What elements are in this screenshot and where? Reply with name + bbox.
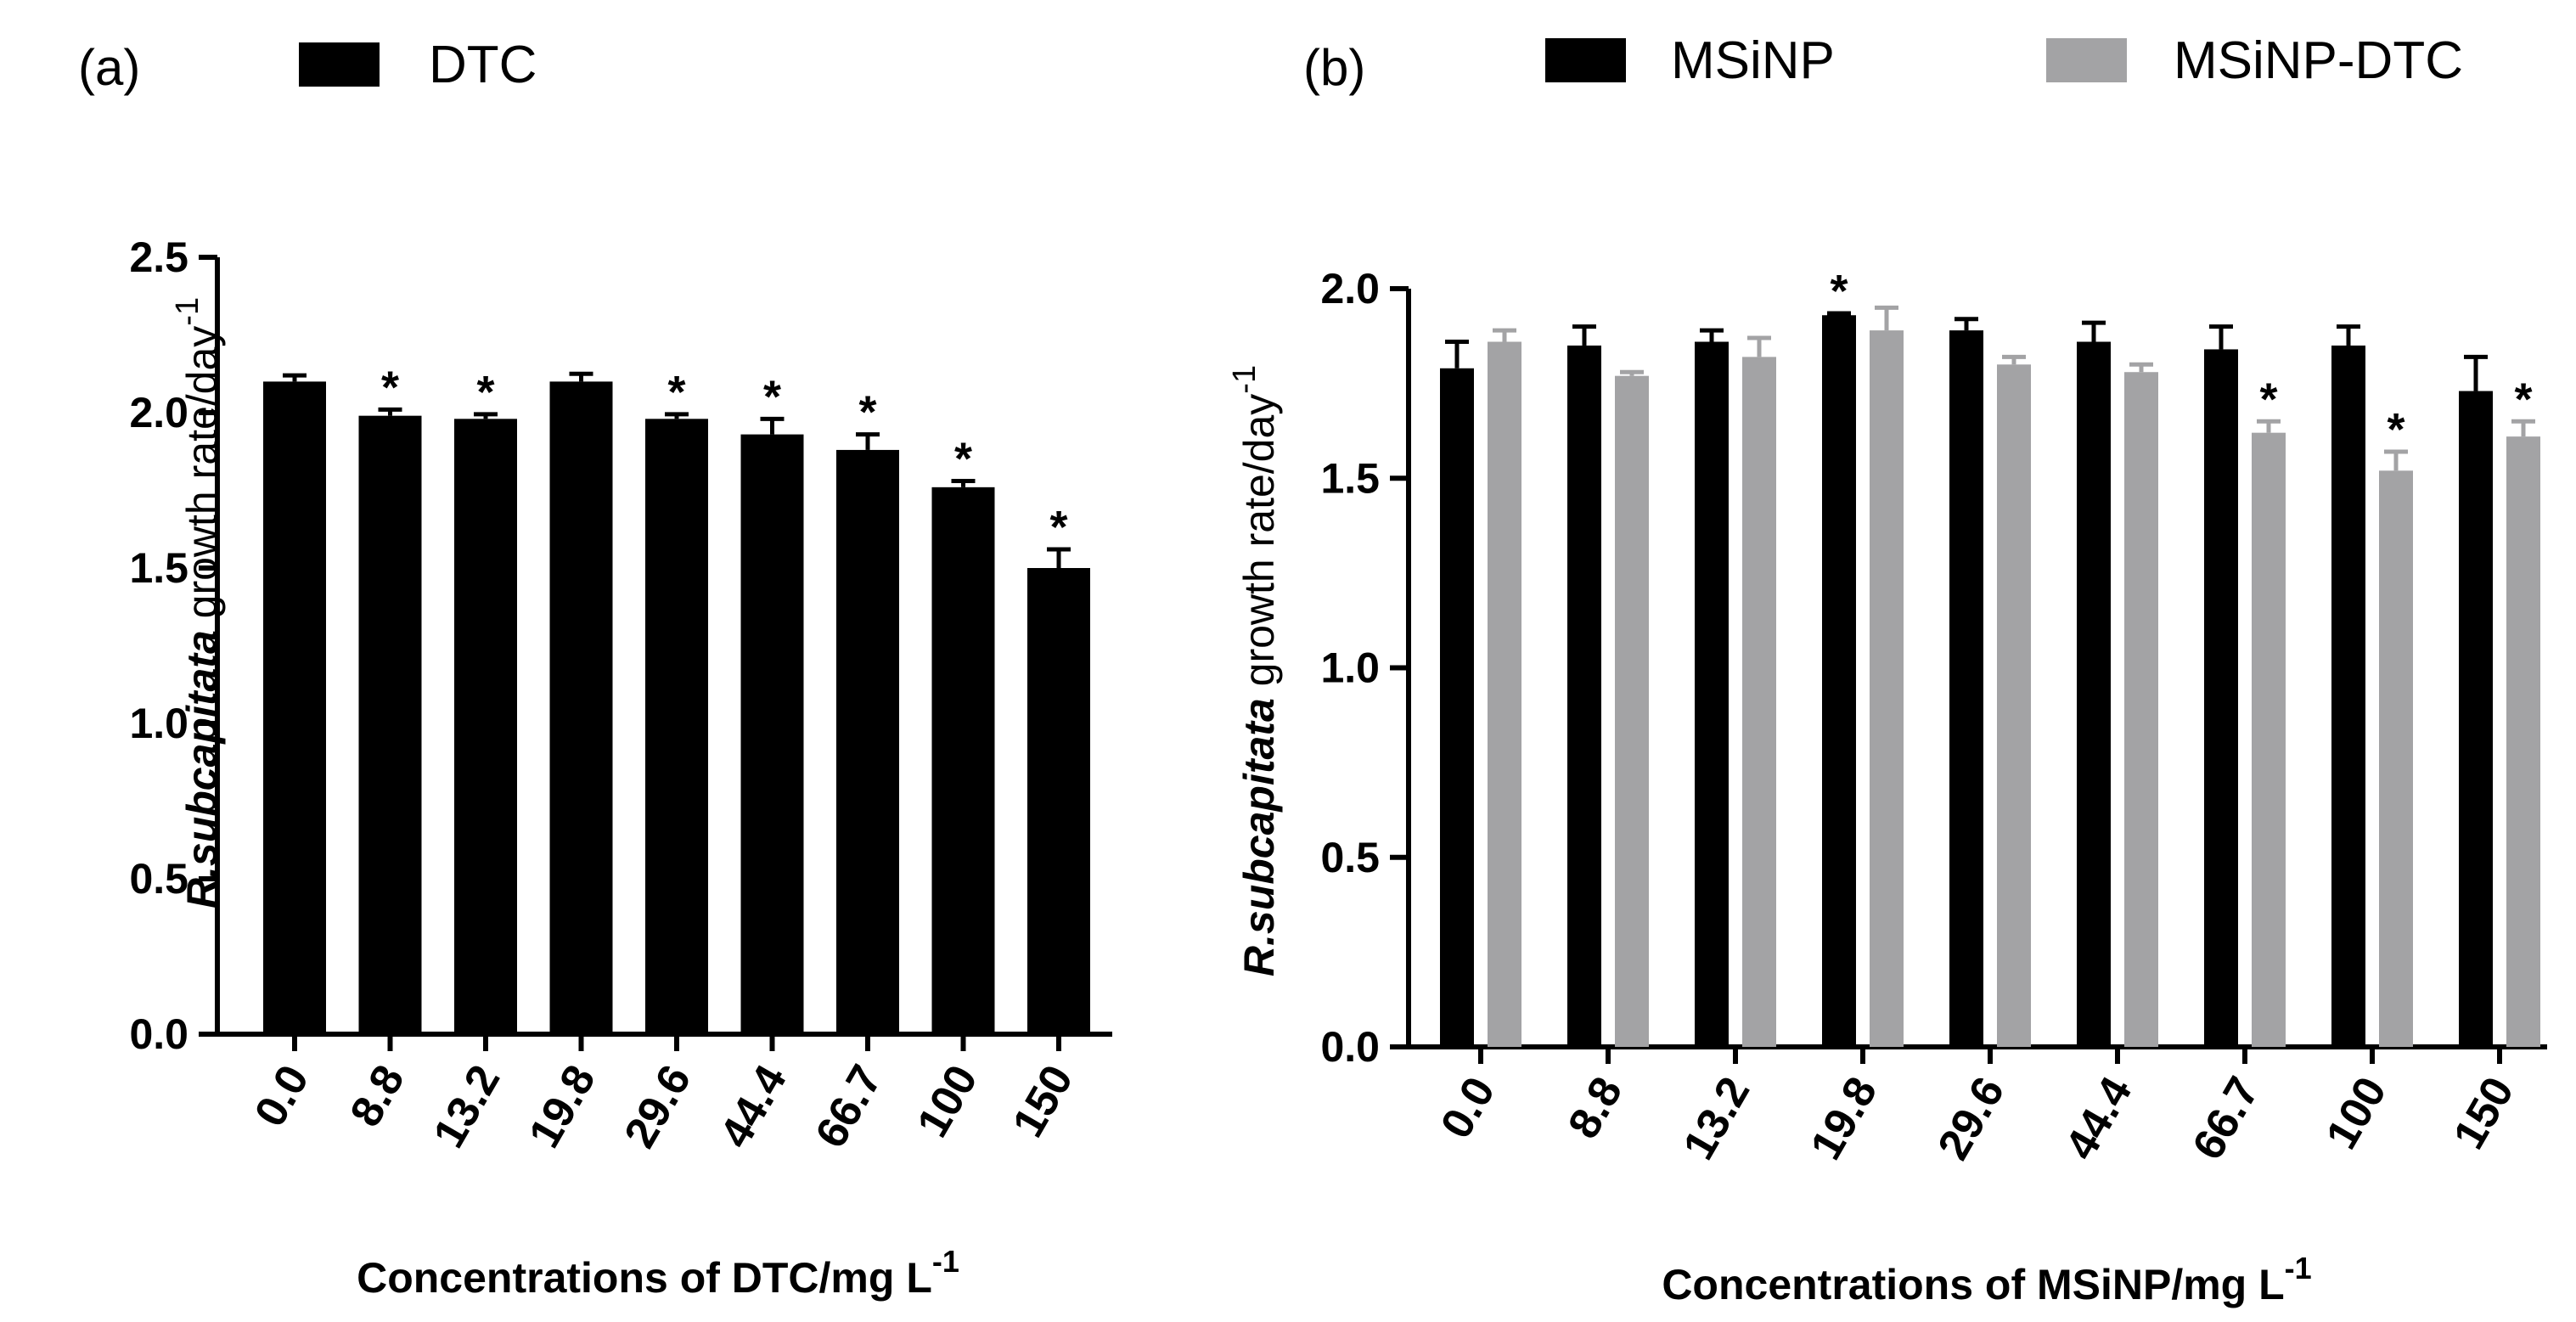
panel-a-label: (a) [78, 39, 140, 96]
bar-dtc [549, 381, 613, 1034]
significance-marker: * [2514, 374, 2532, 425]
panel-b-x-tick-label: 13.2 [1674, 1069, 1760, 1168]
bar-msinp-dtc [2379, 470, 2413, 1047]
bar-msinp-dtc [2124, 372, 2158, 1048]
bar-msinp [2331, 345, 2365, 1048]
bar-dtc [454, 419, 517, 1034]
panel-a-y-tick-label: 1.5 [129, 544, 188, 592]
panel-a-y-tick-label: 2.5 [129, 233, 188, 281]
legend-label-dtc: DTC [429, 36, 537, 94]
panel-a-y-tick-label: 2.0 [129, 389, 188, 436]
bar-dtc [1027, 568, 1090, 1034]
legend-swatch-msinp-dtc [2046, 38, 2127, 82]
bar-dtc [358, 415, 422, 1034]
significance-marker: * [667, 367, 685, 418]
significance-marker: * [954, 434, 972, 485]
significance-marker: * [476, 367, 494, 418]
panel-b-x-tick-label: 19.8 [1802, 1069, 1887, 1168]
bar-dtc [263, 381, 326, 1034]
bar-msinp-dtc [2506, 436, 2540, 1047]
panel-a-x-tick-label: 100 [908, 1057, 987, 1145]
panel-b-y-tick-label: 1.0 [1320, 644, 1380, 692]
panel-a-x-tick-label: 29.6 [616, 1057, 701, 1156]
significance-marker: * [763, 371, 781, 422]
significance-marker: * [1830, 266, 1848, 317]
bar-msinp-dtc [2252, 432, 2286, 1047]
panel-b-chart: (b) MSiNP MSiNP-DTC R.subcapitata growth… [1227, 31, 2547, 1308]
bar-msinp [1949, 330, 1983, 1047]
panel-b-x-tick-label: 150 [2444, 1069, 2524, 1157]
significance-marker: * [381, 362, 399, 413]
panel-a-chart: (a) DTC R.subcapitata growth rate/day-1 … [78, 36, 1112, 1302]
bar-msinp [1440, 368, 1474, 1047]
panel-a-x-tick-label: 8.8 [341, 1057, 414, 1135]
legend-swatch-dtc [299, 42, 380, 87]
bar-msinp [1567, 345, 1601, 1048]
panel-a-x-tick-label: 13.2 [425, 1057, 510, 1156]
bar-msinp-dtc [1997, 364, 2031, 1047]
significance-marker: * [858, 387, 876, 438]
bar-msinp [2077, 341, 2111, 1047]
panel-b-x-tick-label: 44.4 [2056, 1069, 2142, 1168]
panel-b-y-tick-label: 0.0 [1320, 1023, 1380, 1071]
panel-a-y-tick-label: 0.5 [129, 855, 188, 903]
panel-b-y-tick-label: 1.5 [1320, 454, 1380, 502]
significance-marker: * [2387, 404, 2404, 455]
panel-b-label: (b) [1303, 39, 1365, 96]
significance-marker: * [2259, 374, 2277, 425]
bar-msinp [2204, 349, 2238, 1047]
bar-msinp [2459, 391, 2493, 1047]
panel-a-x-tick-label: 66.7 [807, 1057, 892, 1156]
legend-swatch-msinp [1545, 38, 1626, 82]
panel-a-x-tick-label: 0.0 [245, 1057, 318, 1135]
bar-msinp-dtc [1742, 357, 1776, 1047]
significance-marker: * [1049, 502, 1067, 553]
panel-b-x-tick-label: 66.7 [2184, 1069, 2269, 1168]
bar-msinp-dtc [1615, 375, 1649, 1047]
panel-b-x-tick-label: 29.6 [1929, 1069, 2015, 1168]
panel-a-y-tick-label: 1.0 [129, 700, 188, 747]
panel-a-x-tick-label: 150 [1004, 1057, 1083, 1145]
bar-msinp-dtc [1870, 330, 1904, 1047]
bar-dtc [645, 419, 708, 1034]
panel-a-x-axis-title: Concentrations of DTC/mg L-1 [357, 1244, 959, 1302]
bar-msinp-dtc [1488, 341, 1521, 1047]
panel-a-x-tick-label: 19.8 [520, 1057, 605, 1156]
panel-b-x-axis-title: Concentrations of MSiNP/mg L-1 [1662, 1251, 2311, 1308]
panel-b-x-tick-label: 0.0 [1431, 1069, 1505, 1147]
panel-b-y-tick-label: 0.5 [1320, 834, 1380, 881]
bar-dtc [836, 449, 899, 1034]
bar-dtc [740, 434, 804, 1034]
panel-b-y-tick-label: 2.0 [1320, 265, 1380, 312]
bar-dtc [931, 487, 995, 1034]
legend-label-msinp: MSiNP [1671, 31, 1835, 90]
panel-a-y-tick-label: 0.0 [129, 1010, 188, 1058]
legend-label-msinp-dtc: MSiNP-DTC [2174, 31, 2463, 90]
panel-b-y-axis-title: R.subcapitata growth rate/day-1 [1227, 365, 1283, 976]
panel-b-legend: MSiNP MSiNP-DTC [1545, 31, 2463, 90]
bar-msinp [1695, 341, 1729, 1047]
panel-a-x-tick-label: 44.4 [711, 1057, 796, 1156]
panel-b-x-tick-label: 8.8 [1559, 1069, 1632, 1147]
panel-a-legend: DTC [299, 36, 537, 94]
panel-b-x-tick-label: 100 [2317, 1069, 2397, 1157]
bar-msinp [1822, 315, 1856, 1047]
